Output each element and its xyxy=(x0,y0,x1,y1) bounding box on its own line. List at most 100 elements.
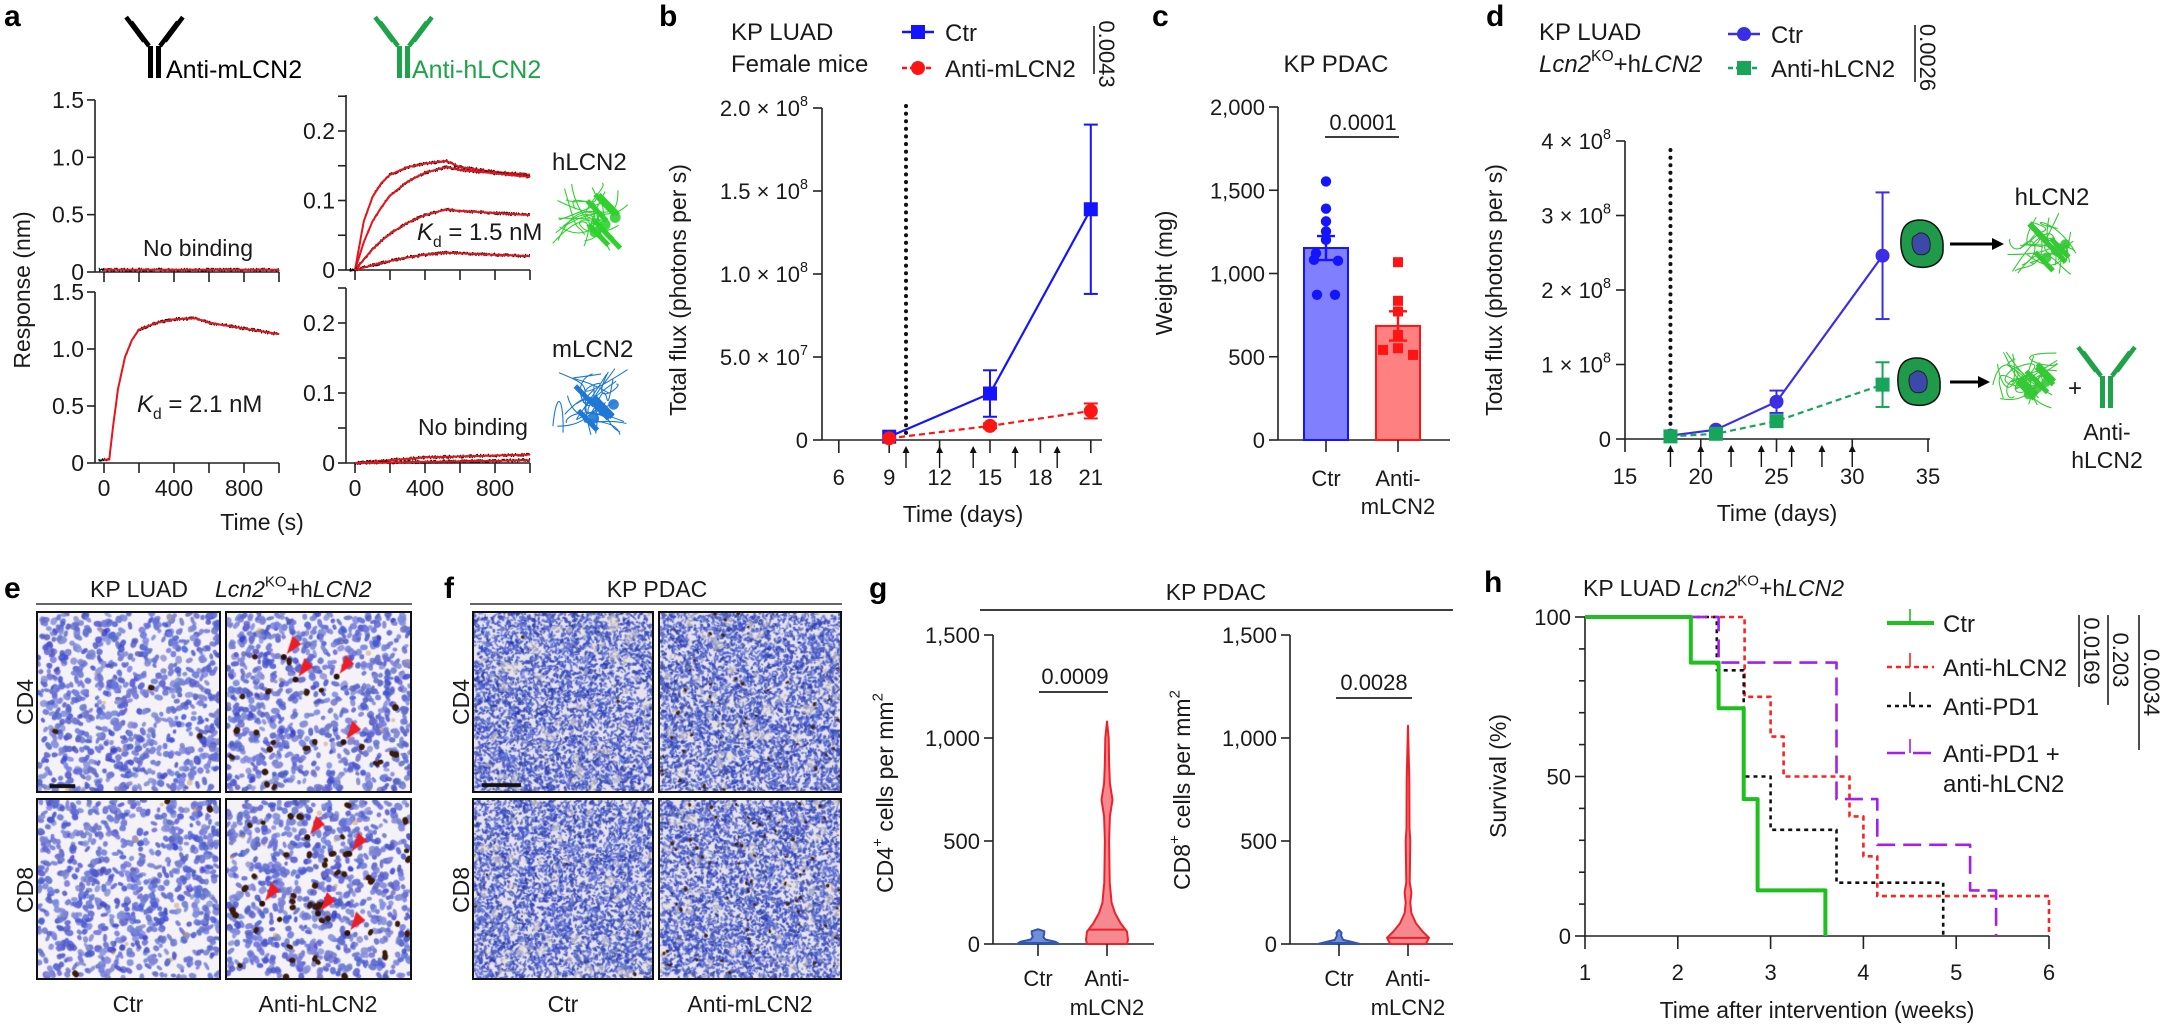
text-segment: 7 xyxy=(800,343,808,359)
antibody-arm xyxy=(2076,345,2098,373)
y-tick-label: 0.5 xyxy=(52,393,84,419)
x-tick-label: Ctr xyxy=(1324,966,1353,991)
protein-helix xyxy=(2060,239,2071,250)
kd-annotation: Kd = 1.5 nM xyxy=(417,219,542,251)
violin-ctr xyxy=(1317,929,1361,945)
y-tick-label: 1,000 xyxy=(925,726,980,751)
y-axis-label: CD4+ cells per mm2 xyxy=(870,693,898,893)
y-tick-label: 1,500 xyxy=(1222,623,1277,648)
x-axis-label: Time (s) xyxy=(220,509,303,535)
text-segment: Lcn2 xyxy=(215,576,265,602)
protein-strand xyxy=(585,199,609,223)
y-tick-label: 3 × 108 xyxy=(1541,202,1611,229)
x-tick-label: mLCN2 xyxy=(1070,995,1145,1020)
chart-title: KP LUAD Lcn2KO+hLCN2 xyxy=(1583,573,1844,601)
text-segment: cells per mm xyxy=(1169,698,1195,835)
x-tick-label: 15 xyxy=(1613,464,1637,489)
panel-c-weight-bar-chart: KP PDAC Weight (mg) 0 500 1,000 1,500 2,000 Ctr… xyxy=(1151,51,1450,519)
chart-title: KP PDAC xyxy=(1284,51,1389,78)
arrowhead xyxy=(936,446,944,453)
y-tick-label: 0.5 xyxy=(52,202,84,228)
binding-annotation: No binding xyxy=(418,414,528,440)
protein-helix xyxy=(589,226,601,238)
x-axis-label: Time after intervention (weeks) xyxy=(1660,997,1975,1023)
y-tick-label: 1,000 xyxy=(1210,262,1265,287)
x-tick-label: 5 xyxy=(1950,960,1962,985)
x-tick-label: 21 xyxy=(1079,465,1103,490)
x-tick-label: 800 xyxy=(476,475,514,501)
y-tick-label: 0 xyxy=(71,450,84,476)
arrowhead xyxy=(902,446,910,453)
data-point xyxy=(1320,176,1332,187)
text-segment: 8 xyxy=(1603,276,1611,292)
panel-label-c: c xyxy=(1152,0,1169,33)
panel-label-e: e xyxy=(4,572,21,605)
p-value: 0.0034 xyxy=(2139,649,2164,716)
x-tick-label: 0 xyxy=(98,475,111,501)
row-label: CD4 xyxy=(12,679,38,725)
protein-structure-icon-hlcn2 xyxy=(1992,351,2058,409)
protein-loop xyxy=(2029,352,2058,366)
fit-curve xyxy=(354,459,531,464)
y-tick-label: 2 × 108 xyxy=(1541,276,1611,303)
panel-letters: a b c d e f g h xyxy=(4,0,1504,605)
text-segment: = 1.5 nM xyxy=(442,219,543,246)
text-segment: K xyxy=(417,219,434,246)
data-point xyxy=(1875,248,1890,263)
antibody-arm xyxy=(2115,345,2137,373)
data-point xyxy=(1311,289,1323,301)
text-segment: KP LUAD xyxy=(1583,575,1687,601)
histology-image-f-cd8-ctr xyxy=(472,798,654,980)
fit-curve xyxy=(103,317,280,461)
protein-loop xyxy=(595,379,614,406)
text-segment: 1.0 × 10 xyxy=(720,262,800,287)
data-point xyxy=(1329,289,1341,301)
text-segment: Lcn2 xyxy=(1539,51,1591,78)
data-point xyxy=(1378,344,1388,355)
x-tick-label: 1 xyxy=(1579,960,1591,985)
arrowhead xyxy=(1666,445,1674,452)
x-tick-label: 9 xyxy=(883,465,895,490)
legend-item: Ctr xyxy=(1728,22,1803,49)
violin-treated xyxy=(1386,724,1430,945)
protein-helix xyxy=(599,219,611,231)
legend-item: Anti-hLCN2 xyxy=(1887,653,2067,682)
column-label: Anti-hLCN2 xyxy=(259,991,378,1017)
protein-loop xyxy=(576,373,608,420)
y-tick-label: 0 xyxy=(71,259,84,285)
row-label: CD4 xyxy=(448,679,474,725)
x-tick-label: 12 xyxy=(927,465,951,490)
data-point xyxy=(1408,349,1418,360)
data-point xyxy=(1737,27,1751,41)
sensorgram-subplot: 0 0.1 0.2 Kd = 1.5 nM xyxy=(303,95,542,283)
protein-helix xyxy=(588,413,600,424)
bar xyxy=(1375,324,1421,442)
text-segment: 3 × 10 xyxy=(1541,204,1603,229)
analyte-label: mLCN2 xyxy=(552,336,633,363)
y-tick-label: 500 xyxy=(1240,829,1277,854)
protein-strand xyxy=(593,192,617,217)
x-axis-label: Time (days) xyxy=(1717,500,1838,526)
data-point xyxy=(1320,234,1332,246)
x-tick-label: Anti- xyxy=(1375,466,1420,491)
protein-helix xyxy=(2050,245,2061,256)
legend-label: Ctr xyxy=(1943,611,1975,638)
text-segment: 8 xyxy=(800,177,808,193)
x-tick-label: 18 xyxy=(1028,465,1052,490)
text-segment: LCN2 xyxy=(1785,575,1844,601)
text-segment: 8 xyxy=(1603,351,1611,367)
antibody-stem xyxy=(156,46,161,78)
series-anti-mlcn2 xyxy=(882,402,1098,446)
histology-image-f-cd4-anti-mlcn2 xyxy=(658,611,842,793)
y-tick-label: 0.1 xyxy=(303,188,335,214)
antibody-label: Anti-hLCN2 xyxy=(412,56,541,84)
histology-header: KP PDAC xyxy=(607,576,708,602)
x-tick-label: 4 xyxy=(1857,960,1869,985)
protein-helix xyxy=(2041,252,2052,263)
data-point xyxy=(1737,61,1751,75)
y-tick-label: 500 xyxy=(943,829,980,854)
text-segment: + xyxy=(870,838,887,847)
data-point xyxy=(1308,254,1320,266)
data-point xyxy=(1393,329,1403,340)
